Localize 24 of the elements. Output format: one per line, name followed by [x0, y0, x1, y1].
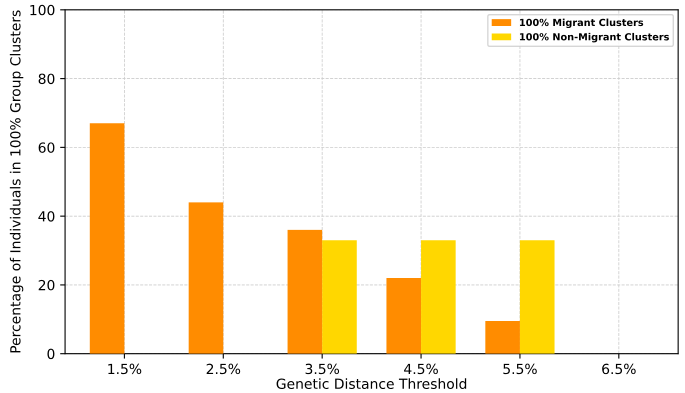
- x-tick-label: 2.5%: [206, 364, 240, 374]
- x-tick-label: 4.5%: [404, 364, 438, 374]
- legend-label: 100% Migrant Clusters: [520, 18, 644, 28]
- x-tick-label: 1.5%: [108, 364, 142, 374]
- bar: [485, 321, 520, 354]
- bar: [386, 278, 422, 354]
- y-tick-label: 40: [38, 211, 54, 222]
- y-tick-label: 100: [30, 4, 54, 16]
- y-tick-label: 0: [47, 348, 54, 360]
- x-axis-title: Genetic Distance Threshold: [276, 378, 466, 390]
- y-tick-label: 20: [38, 280, 54, 290]
- bar: [188, 202, 224, 354]
- bar: [90, 123, 124, 354]
- x-tick-label: 3.5%: [306, 364, 340, 374]
- bar: [322, 240, 357, 354]
- y-axis-title: Percentage of Individuals in 100% Group Clusters: [10, 10, 24, 352]
- x-tick-label: 6.5%: [602, 364, 636, 374]
- legend-label: 100% Non-Migrant Clusters: [520, 32, 669, 42]
- bar: [421, 240, 456, 354]
- y-tick-label: 80: [38, 74, 54, 84]
- x-tick-label: 5.5%: [503, 364, 537, 374]
- bar: [520, 240, 555, 354]
- bar: [288, 230, 322, 354]
- y-tick-label: 60: [38, 142, 54, 153]
